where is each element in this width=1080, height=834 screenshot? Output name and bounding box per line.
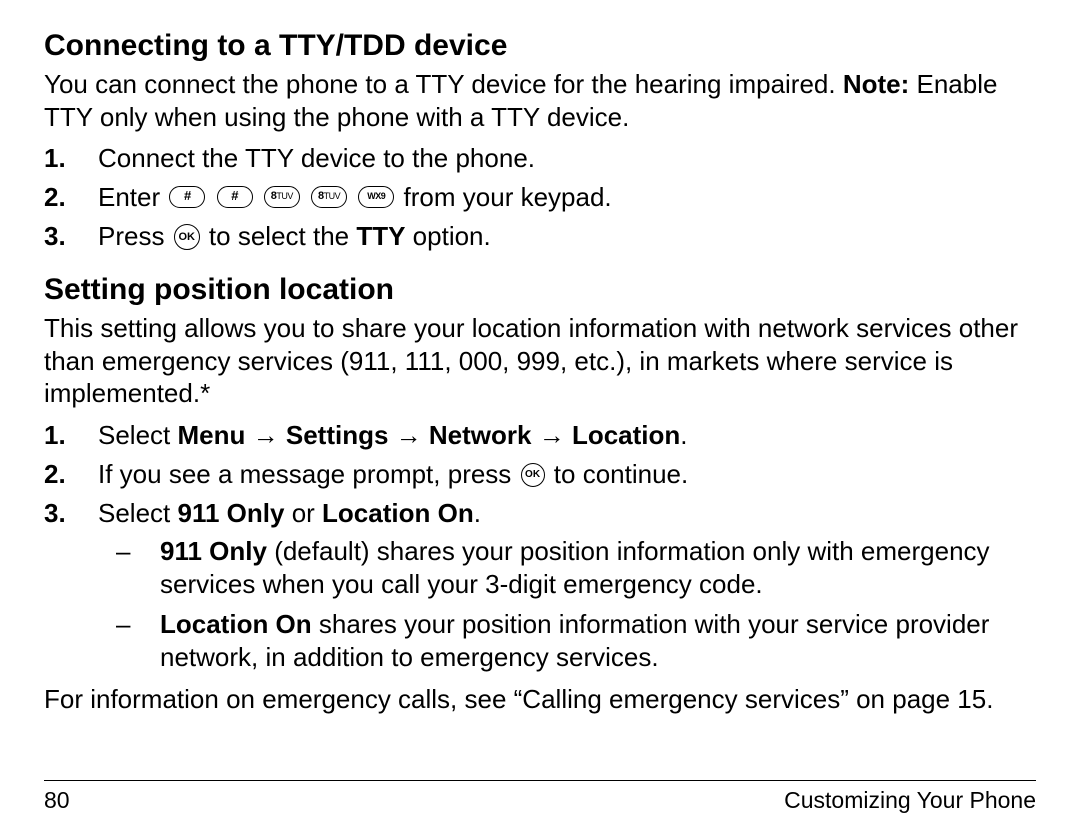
s2s1-dot: . (680, 420, 687, 450)
keypad-hash-icon: # (217, 186, 253, 208)
section1-step3-post: option. (405, 221, 490, 251)
keypad-9-icon: WX9 (358, 186, 394, 208)
section2-step-2: If you see a message prompt, press OK to… (44, 457, 1036, 492)
section1-step3-pre: Press (98, 221, 172, 251)
section2-sublist: 911 Only (default) shares your position … (98, 535, 1036, 673)
option-911-only: 911 Only (178, 498, 285, 528)
page-number: 80 (44, 787, 70, 814)
section1-step-1: Connect the TTY device to the phone. (44, 141, 1036, 176)
s2s2-post: to continue. (554, 459, 688, 489)
section1-heading: Connecting to a TTY/TDD device (44, 28, 1036, 64)
section2-heading: Setting position location (44, 272, 1036, 308)
arrow-icon: → (396, 420, 422, 450)
page-footer: 80 Customizing Your Phone (44, 780, 1036, 814)
section2-step-3: Select 911 Only or Location On. 911 Only… (44, 496, 1036, 673)
sub-option-911-only: 911 Only (default) shares your position … (98, 535, 1036, 600)
sub-a-bold: 911 Only (160, 536, 267, 566)
section1-intro-pre: You can connect the phone to a TTY devic… (44, 69, 843, 99)
keypad-hash-icon: # (169, 186, 205, 208)
section1-note-label: Note: (843, 69, 909, 99)
sub-a-rest: (default) shares your position informati… (160, 536, 990, 599)
arrow-icon: → (539, 420, 565, 450)
section2-step-1: Select Menu → Settings → Network → Locat… (44, 418, 1036, 453)
keypad-8-icon: 8TUV (264, 186, 300, 208)
ok-button-icon: OK (174, 224, 200, 250)
section2-closing: For information on emergency calls, see … (44, 683, 1036, 716)
page-content: Connecting to a TTY/TDD device You can c… (44, 28, 1036, 772)
s2s1-pre: Select (98, 420, 178, 450)
keypad-8-icon: 8TUV (311, 186, 347, 208)
menu-path-network: Network (429, 420, 532, 450)
menu-path-location: Location (572, 420, 680, 450)
s2s3-pre: Select (98, 498, 178, 528)
section1-step-2: Enter # # 8TUV 8TUV WX9 from your keypad… (44, 180, 1036, 215)
section1-step3-bold: TTY (356, 221, 405, 251)
sub-b-bold: Location On (160, 609, 312, 639)
section1-step2-post: from your keypad. (404, 182, 612, 212)
s2s3-dot: . (474, 498, 481, 528)
section1-intro: You can connect the phone to a TTY devic… (44, 68, 1036, 133)
arrow-icon: → (253, 420, 279, 450)
sub-option-location-on: Location On shares your position informa… (98, 608, 1036, 673)
s2s2-pre: If you see a message prompt, press (98, 459, 519, 489)
section1-step-3: Press OK to select the TTY option. (44, 219, 1036, 254)
menu-path-settings: Settings (286, 420, 389, 450)
ok-button-icon: OK (521, 463, 545, 487)
section2-steps: Select Menu → Settings → Network → Locat… (44, 418, 1036, 673)
menu-path-menu: Menu (178, 420, 246, 450)
section1-step2-pre: Enter (98, 182, 167, 212)
section2-intro: This setting allows you to share your lo… (44, 312, 1036, 410)
s2s3-or: or (284, 498, 322, 528)
section1-step3-mid: to select the (209, 221, 356, 251)
manual-page: Connecting to a TTY/TDD device You can c… (0, 0, 1080, 834)
section1-steps: Connect the TTY device to the phone. Ent… (44, 141, 1036, 254)
footer-section-title: Customizing Your Phone (784, 787, 1036, 814)
option-location-on: Location On (322, 498, 474, 528)
